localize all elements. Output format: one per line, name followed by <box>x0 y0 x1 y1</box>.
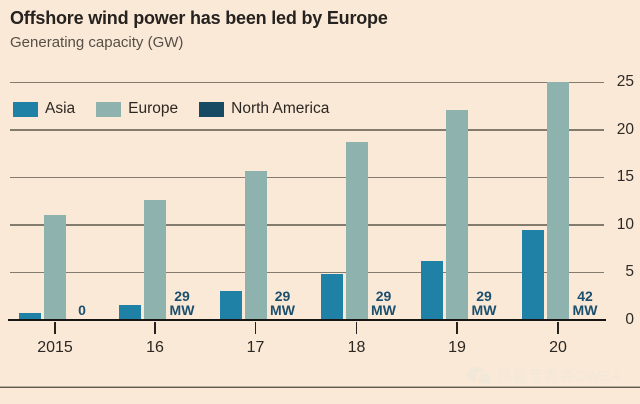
x-tick-20 <box>557 322 559 334</box>
y-axis-label-5: 5 <box>625 263 634 280</box>
y-axis-label-10: 10 <box>616 215 634 233</box>
annotation-line: 42 <box>577 288 593 304</box>
chart-subtitle: Generating capacity (GW) <box>10 34 184 51</box>
y-axis-label-0: 0 <box>625 310 634 328</box>
annotation-2015: 0 <box>56 301 108 318</box>
legend-item-north-america: North America <box>199 100 329 118</box>
annotation-19: 29 MW <box>458 288 510 318</box>
legend-item-europe: Europe <box>96 100 178 118</box>
bar-asia-2015 <box>19 313 41 320</box>
annotation-17: 29 MW <box>257 288 309 318</box>
y-axis-label-25: 25 <box>616 73 634 90</box>
annotation-line: MW <box>572 301 598 318</box>
bar-europe-18 <box>345 142 368 320</box>
gridline-15 <box>10 176 604 179</box>
bar-europe-16 <box>144 200 166 320</box>
watermark-text: 风能专委会CWEA <box>497 368 622 385</box>
annotation-16: 29 MW <box>156 288 208 318</box>
annotation-line: 0 <box>78 301 86 318</box>
bar-asia-19 <box>421 261 443 320</box>
legend-label-north-america: North America <box>231 100 330 117</box>
x-axis-label-18: 18 <box>347 339 366 356</box>
gridline-25 <box>10 81 604 84</box>
chart-title: Offshore wind power has been led by Euro… <box>10 8 388 28</box>
gridline-10 <box>10 224 604 226</box>
x-axis-label-16: 16 <box>146 339 164 356</box>
gridline-5 <box>10 271 604 274</box>
annotation-18: 29 MW <box>358 288 410 318</box>
gridline-20 <box>10 129 604 131</box>
legend-swatch-north-america <box>199 101 225 117</box>
bar-asia-17 <box>219 291 242 320</box>
y-axis-label-15: 15 <box>616 168 634 185</box>
watermark: 风能专委会CWEA <box>466 365 622 386</box>
x-tick-16 <box>154 322 156 334</box>
legend: Asia Europe North America <box>13 100 350 118</box>
x-tick-2015 <box>54 322 56 334</box>
bar-europe-2015 <box>44 215 66 320</box>
x-axis-label-20: 20 <box>549 339 567 356</box>
legend-swatch-europe <box>96 101 122 117</box>
x-tick-18 <box>355 322 358 334</box>
bar-europe-19 <box>446 110 468 320</box>
annotation-line: MW <box>169 301 195 318</box>
legend-swatch-asia <box>13 101 38 117</box>
wechat-icon <box>467 366 491 384</box>
annotation-line: MW <box>471 301 497 318</box>
bar-asia-16 <box>119 305 141 320</box>
annotation-line: 29 <box>476 288 492 304</box>
bar-asia-20 <box>522 230 544 320</box>
bottom-rule <box>0 386 640 388</box>
x-axis-label-2015: 2015 <box>37 339 73 356</box>
bar-europe-20 <box>547 82 569 320</box>
legend-label-asia: Asia <box>45 100 76 117</box>
x-axis-label-19: 19 <box>448 339 466 356</box>
x-tick-17 <box>254 322 257 334</box>
legend-item-asia: Asia <box>13 100 75 118</box>
annotation-line: MW <box>371 301 396 318</box>
x-tick-19 <box>456 322 458 334</box>
annotation-line: 29 <box>274 288 291 304</box>
annotation-20: 42 MW <box>559 288 611 318</box>
annotation-line: 29 <box>375 288 392 304</box>
bar-asia-18 <box>320 274 343 320</box>
bar-europe-17 <box>244 171 267 320</box>
legend-label-europe: Europe <box>128 100 179 117</box>
x-axis-label-17: 17 <box>246 339 265 356</box>
x-axis-line <box>8 318 606 321</box>
annotation-line: MW <box>270 301 295 318</box>
annotation-line: 29 <box>174 288 190 304</box>
y-axis-label-20: 20 <box>616 120 634 138</box>
